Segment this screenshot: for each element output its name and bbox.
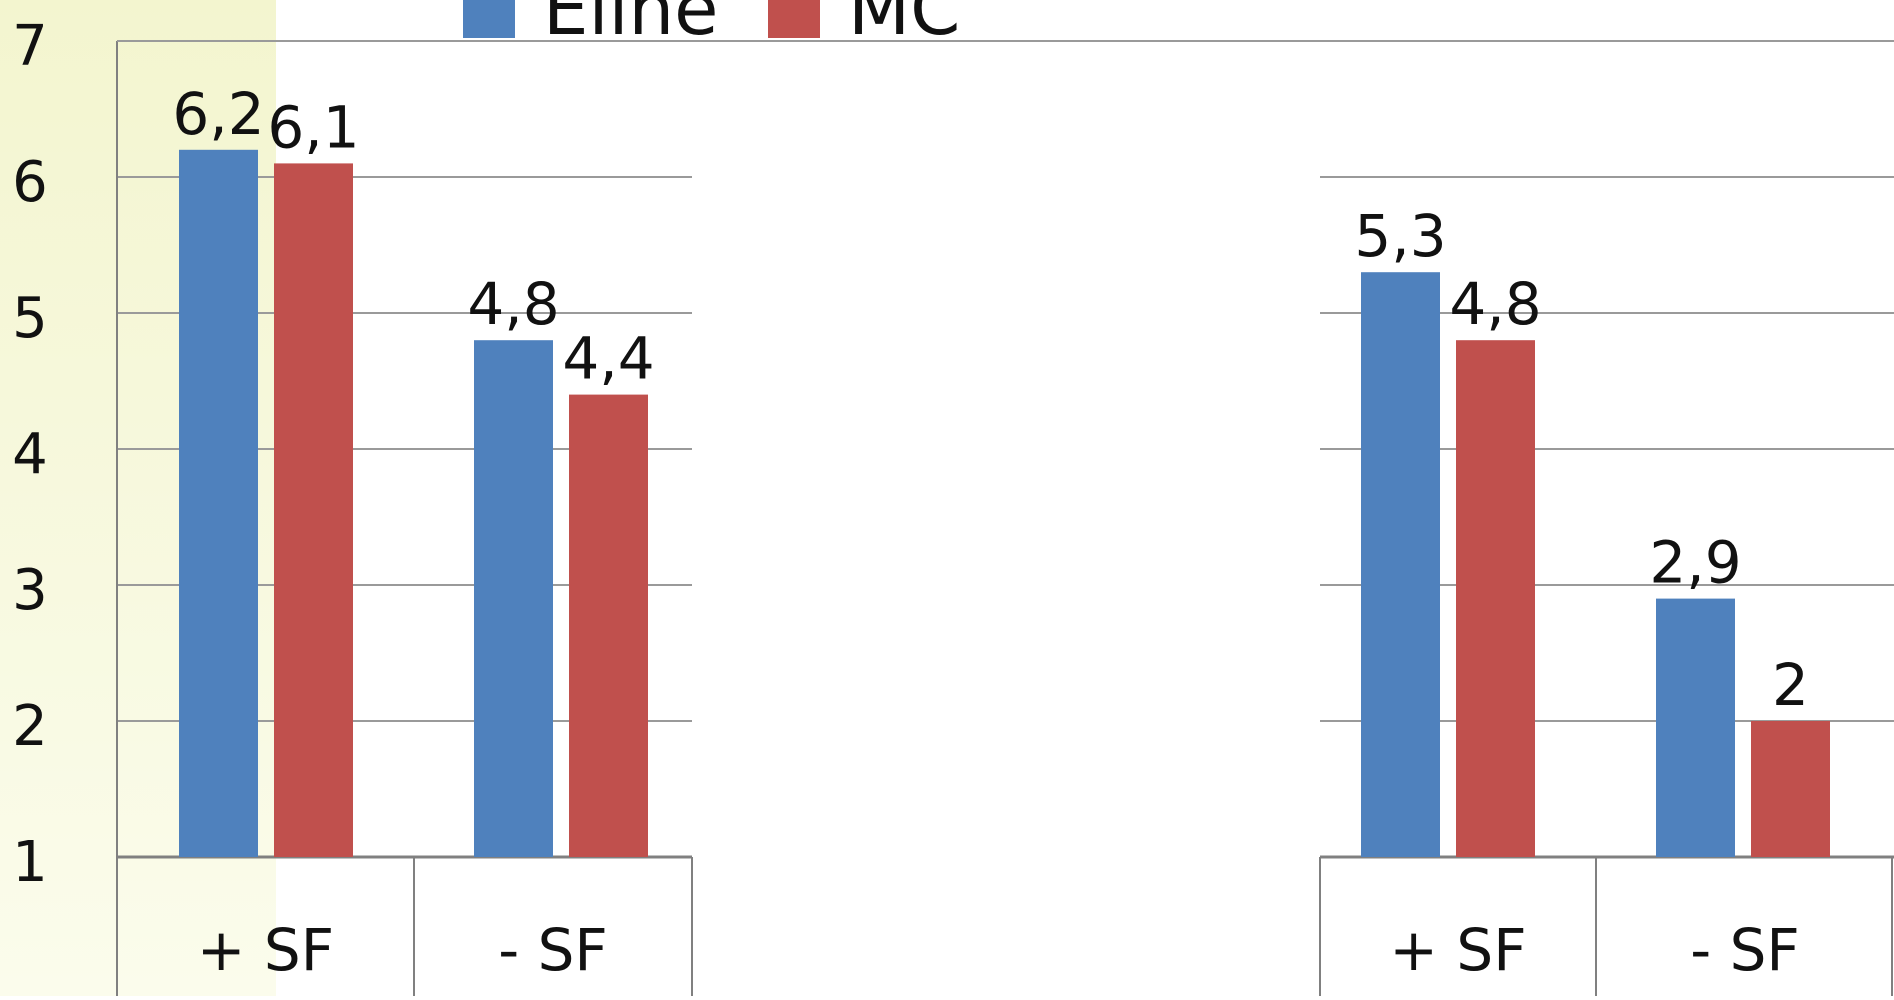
bar-eline	[179, 149, 258, 858]
data-label: 4,4	[562, 325, 654, 393]
bar-mc	[1751, 721, 1830, 857]
y-tick-label: 6	[12, 150, 48, 215]
bar-mc	[274, 163, 353, 857]
x-category-label: - SF	[498, 916, 608, 984]
data-label: 2	[1772, 651, 1809, 719]
x-category-label: - SF	[1690, 916, 1800, 984]
y-tick-label: 2	[12, 694, 48, 759]
y-tick-label: 7	[12, 14, 48, 79]
legend-label: MC	[848, 0, 960, 51]
data-label: 6,2	[172, 80, 264, 148]
legend-swatch-mc	[768, 0, 820, 38]
y-tick-label: 3	[12, 558, 48, 623]
bar-mc	[1456, 340, 1535, 857]
bar-mc	[569, 394, 648, 857]
x-category-label: + SF	[1389, 916, 1526, 984]
y-tick-label: 1	[12, 830, 48, 895]
y-tick-label: 5	[12, 286, 48, 351]
data-label: 4,8	[1449, 270, 1541, 338]
bar-eline	[1361, 272, 1440, 857]
legend-swatch-eline	[463, 0, 515, 38]
data-label: 6,1	[267, 93, 359, 161]
y-tick-label: 4	[12, 422, 48, 487]
data-label: 2,9	[1649, 529, 1741, 597]
bar-eline	[1656, 598, 1735, 857]
x-category-label: + SF	[197, 916, 334, 984]
data-label: 5,3	[1354, 202, 1446, 270]
data-label: 4,8	[467, 270, 559, 338]
bar-eline	[474, 340, 553, 857]
legend-label: Eline	[543, 0, 718, 51]
